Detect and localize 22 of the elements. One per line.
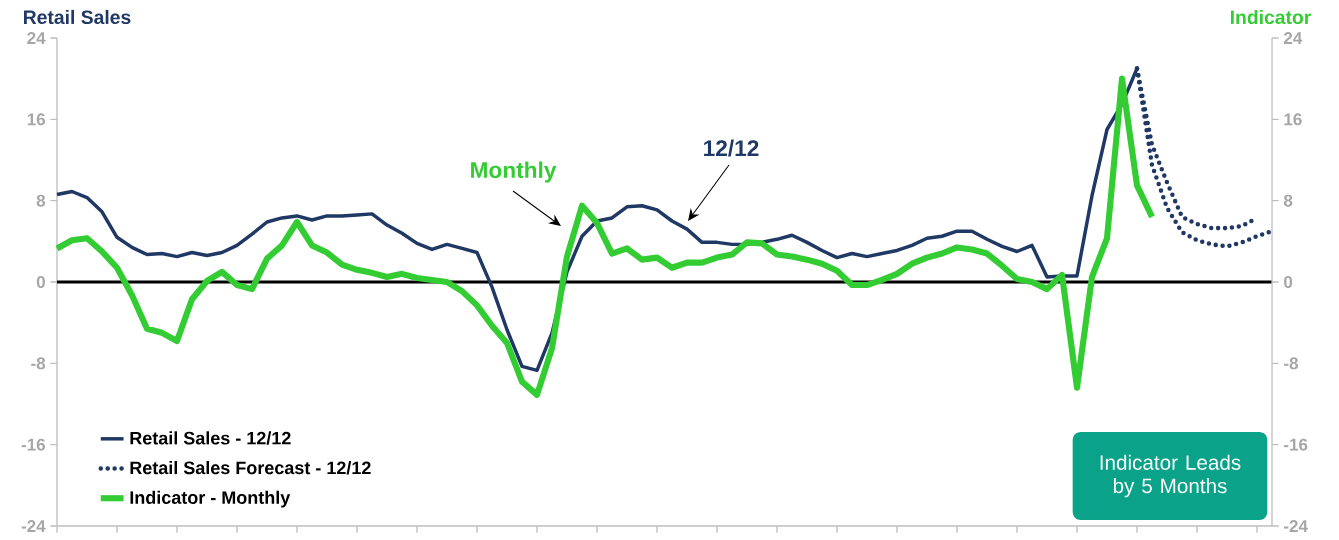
y-tick-label: -8 (31, 357, 46, 370)
y-tick-label: 8 (36, 194, 46, 207)
y2-tick-label: 8 (1283, 194, 1293, 207)
y2-tick-label: 16 (1284, 113, 1302, 126)
y-tick-label: 16 (27, 113, 46, 126)
y-tick-label: -24 (21, 520, 46, 532)
y2-tick-label: -16 (1284, 438, 1308, 451)
y2-axis-title: Indicator (1230, 9, 1312, 25)
y2-tick-label: 0 (1284, 275, 1293, 289)
y2-tick-label: -8 (1284, 357, 1298, 370)
legend-label: Retail Sales - 12/12 (130, 431, 291, 445)
y-tick-label: 0 (36, 275, 45, 289)
legend-label: Retail Sales Forecast - 12/12 (130, 461, 371, 475)
y-tick-label: -16 (21, 438, 46, 451)
y2-tick-label: -24 (1284, 520, 1308, 532)
annotation: Indicator Leads by 5 Months (1100, 454, 1241, 498)
annotation: 12/12 (704, 139, 759, 157)
legend-label: Indicator - Monthly (130, 490, 291, 508)
y-axis-title: Retail Sales (24, 9, 131, 25)
annotation: Monthly (471, 161, 557, 183)
y-tick-label: 24 (27, 32, 46, 44)
y2-tick-label: 24 (1283, 32, 1303, 44)
